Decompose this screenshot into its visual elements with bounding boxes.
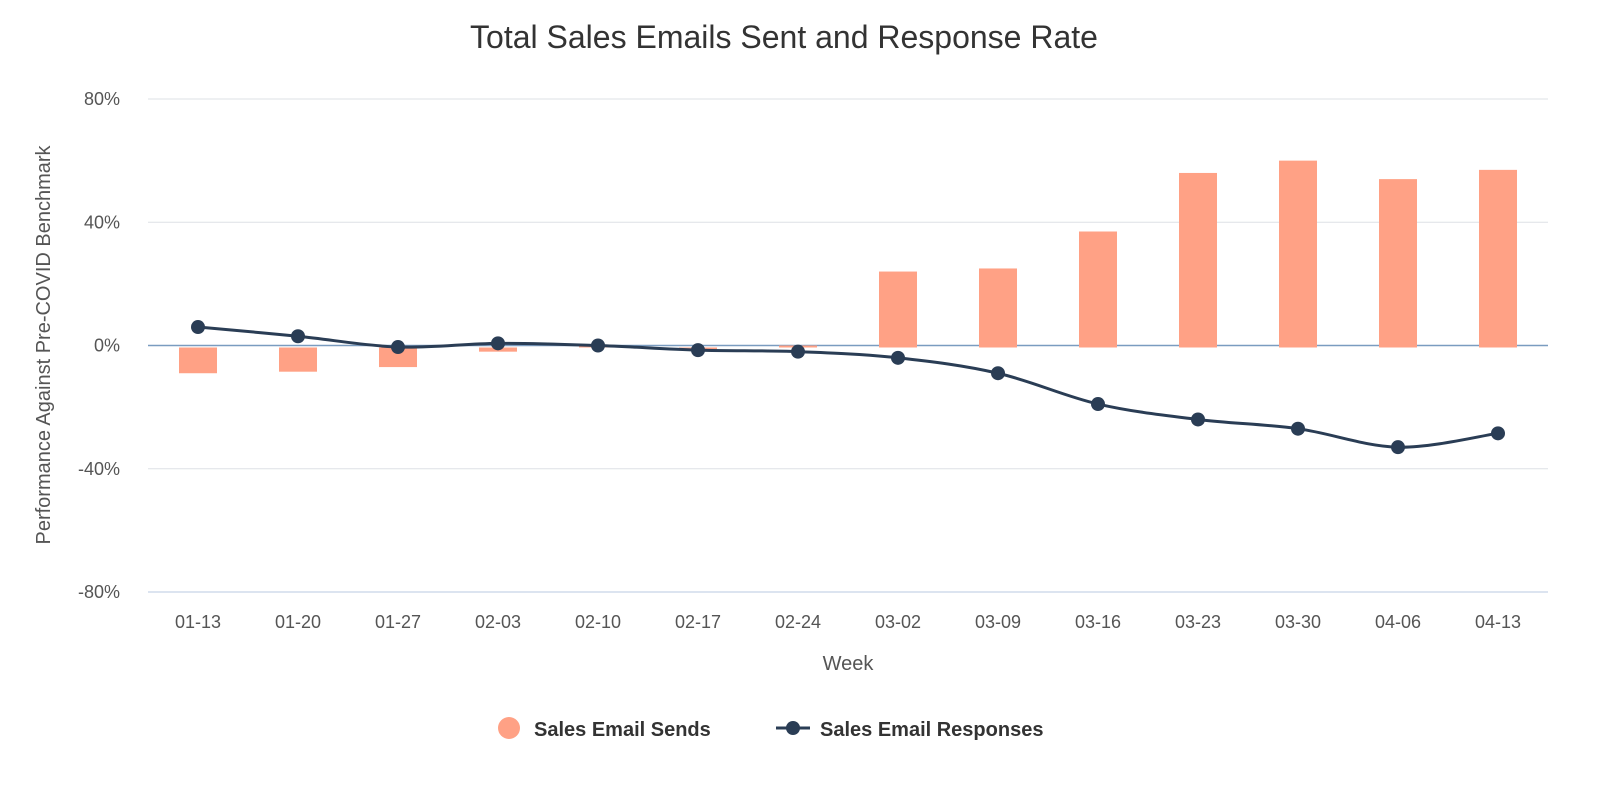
line-point[interactable] [291, 329, 305, 344]
chart-title: Total Sales Emails Sent and Response Rat… [470, 19, 1098, 55]
x-tick-label: 02-24 [775, 612, 821, 632]
x-tick-label: 04-06 [1375, 612, 1421, 632]
bar[interactable] [1179, 172, 1217, 348]
response-line [197, 325, 1499, 449]
legend-label-responses[interactable]: Sales Email Responses [820, 719, 1043, 741]
line-point[interactable] [1491, 426, 1505, 441]
x-tick-label: 03-09 [975, 612, 1021, 632]
line-point[interactable] [1391, 440, 1405, 455]
line-point[interactable] [591, 338, 605, 353]
bar[interactable] [879, 271, 917, 348]
x-tick-label: 03-02 [875, 612, 921, 632]
legend-label-sends[interactable]: Sales Email Sends [534, 719, 711, 741]
y-tick-label: 40% [84, 212, 120, 232]
line-point[interactable] [691, 343, 705, 358]
line-point[interactable] [1091, 397, 1105, 412]
bar[interactable] [1279, 160, 1317, 348]
bar[interactable] [279, 347, 317, 372]
bar[interactable] [379, 347, 417, 368]
x-tick-label: 02-10 [575, 612, 621, 632]
bar[interactable] [979, 268, 1017, 348]
x-tick-label: 04-13 [1475, 612, 1521, 632]
line-point[interactable] [191, 320, 205, 335]
y-axis-label: Performance Against Pre-COVID Benchmark [33, 144, 55, 544]
legend: Sales Email Sends Sales Email Responses [498, 717, 1043, 741]
line-point[interactable] [891, 350, 905, 365]
x-tick-label: 03-30 [1275, 612, 1321, 632]
legend-bar-marker [498, 717, 520, 739]
x-tick-label: 03-23 [1175, 612, 1221, 632]
x-tick-label: 01-27 [375, 612, 421, 632]
y-tick-label: -80% [78, 582, 120, 602]
y-tick-label: 0% [94, 336, 120, 356]
line-point[interactable] [791, 344, 805, 359]
line-point[interactable] [1191, 412, 1205, 427]
y-tick-label: 80% [84, 89, 120, 109]
x-tick-label: 02-17 [675, 612, 721, 632]
x-tick-label: 03-16 [1075, 612, 1121, 632]
x-axis-label: Week [823, 653, 875, 675]
bar[interactable] [179, 347, 217, 374]
bar[interactable] [1479, 169, 1517, 348]
bar[interactable] [1079, 231, 1117, 348]
x-tick-label: 01-20 [275, 612, 321, 632]
line-point[interactable] [991, 366, 1005, 381]
x-tick-label: 01-13 [175, 612, 221, 632]
y-tick-label: -40% [78, 459, 120, 479]
line-point[interactable] [491, 336, 505, 351]
line-point[interactable] [1291, 421, 1305, 436]
x-tick-label: 02-03 [475, 612, 521, 632]
line-point[interactable] [391, 340, 405, 355]
bar[interactable] [1379, 179, 1417, 348]
legend-line-dot [786, 721, 800, 735]
